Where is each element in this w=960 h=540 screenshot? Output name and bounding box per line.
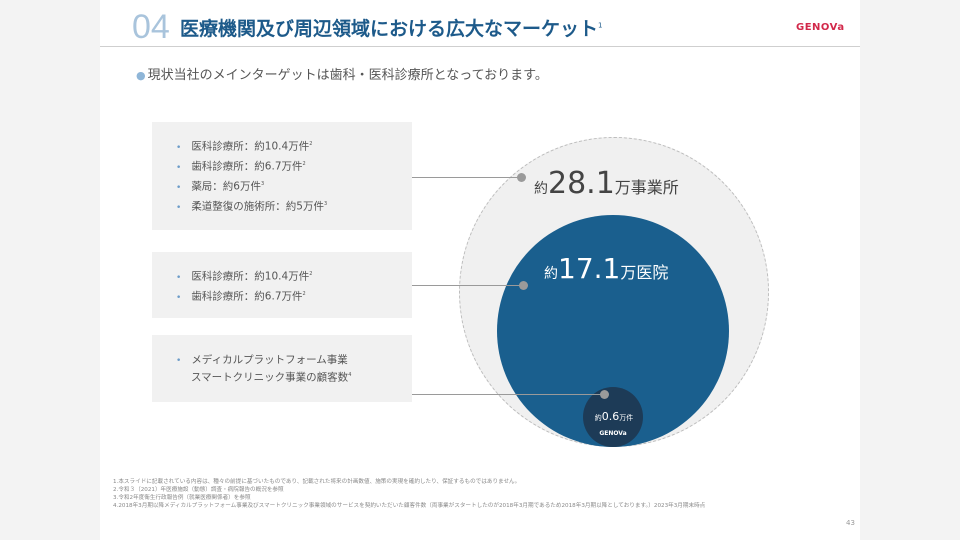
list-item: 医科診療所：約10.4万件2	[176, 134, 412, 154]
list-item: 歯科診療所：約6.7万件2	[176, 154, 412, 174]
footnote: 3.令和2年度衛生行政報告例（就業医療関係者）を参照	[113, 495, 251, 501]
connector-dot	[517, 173, 526, 182]
footnote: 4.2018年3月期以降メディカルプラットフォーム事業及びスマートクリニック事業…	[113, 503, 706, 509]
connector-line	[412, 285, 522, 286]
footnotes: 1.本スライドに記載されている内容は、種々の前提に基づいたものであり、記載された…	[113, 478, 705, 510]
subtitle: ● 現状当社のメインターゲットは歯科・医科診療所となっております。	[136, 64, 548, 83]
page-number: 43	[846, 519, 855, 527]
list-item: 医科診療所：約10.4万件2	[176, 264, 412, 284]
title-text: 医療機関及び周辺領域における広大なマーケット	[180, 18, 599, 40]
list-item: 柔道整復の施術所：約5万件3	[176, 194, 412, 214]
footnote: 2.令和３（2021）年医療施設（動態）調査・病院報告の概況を参照	[113, 487, 284, 493]
genova-logo: GENOVa	[796, 22, 845, 33]
outer-circle-label: 約28.1万事業所	[534, 166, 679, 201]
list-item: 歯科診療所：約6.7万件2	[176, 284, 412, 304]
footnote: 1.本スライドに記載されている内容は、種々の前提に基づいたものであり、記載された…	[113, 479, 521, 485]
inner-circle-label: 約0.6万件	[594, 410, 634, 423]
box-clinics: 医科診療所：約10.4万件2 歯科診療所：約6.7万件2	[152, 252, 412, 318]
connector-line	[412, 177, 522, 178]
middle-circle-label: 約17.1万医院	[544, 252, 669, 285]
title-footnote: 1	[598, 21, 603, 30]
connector-dot	[600, 390, 609, 399]
connector-dot	[519, 281, 528, 290]
subtitle-text: 現状当社のメインターゲットは歯科・医科診療所となっております。	[147, 68, 548, 83]
list-item: 薬局：約6万件3	[176, 174, 412, 194]
page-title: 医療機関及び周辺領域における広大なマーケット1	[180, 14, 602, 41]
bullet-icon: ●	[136, 69, 146, 82]
inner-genova-logo: GENOVa	[599, 430, 627, 437]
inner-circle	[583, 387, 643, 447]
section-number: 04	[132, 8, 170, 46]
connector-line	[412, 394, 604, 395]
box-all-facilities: 医科診療所：約10.4万件2 歯科診療所：約6.7万件2 薬局：約6万件3 柔道…	[152, 122, 412, 230]
header-divider	[100, 46, 860, 47]
